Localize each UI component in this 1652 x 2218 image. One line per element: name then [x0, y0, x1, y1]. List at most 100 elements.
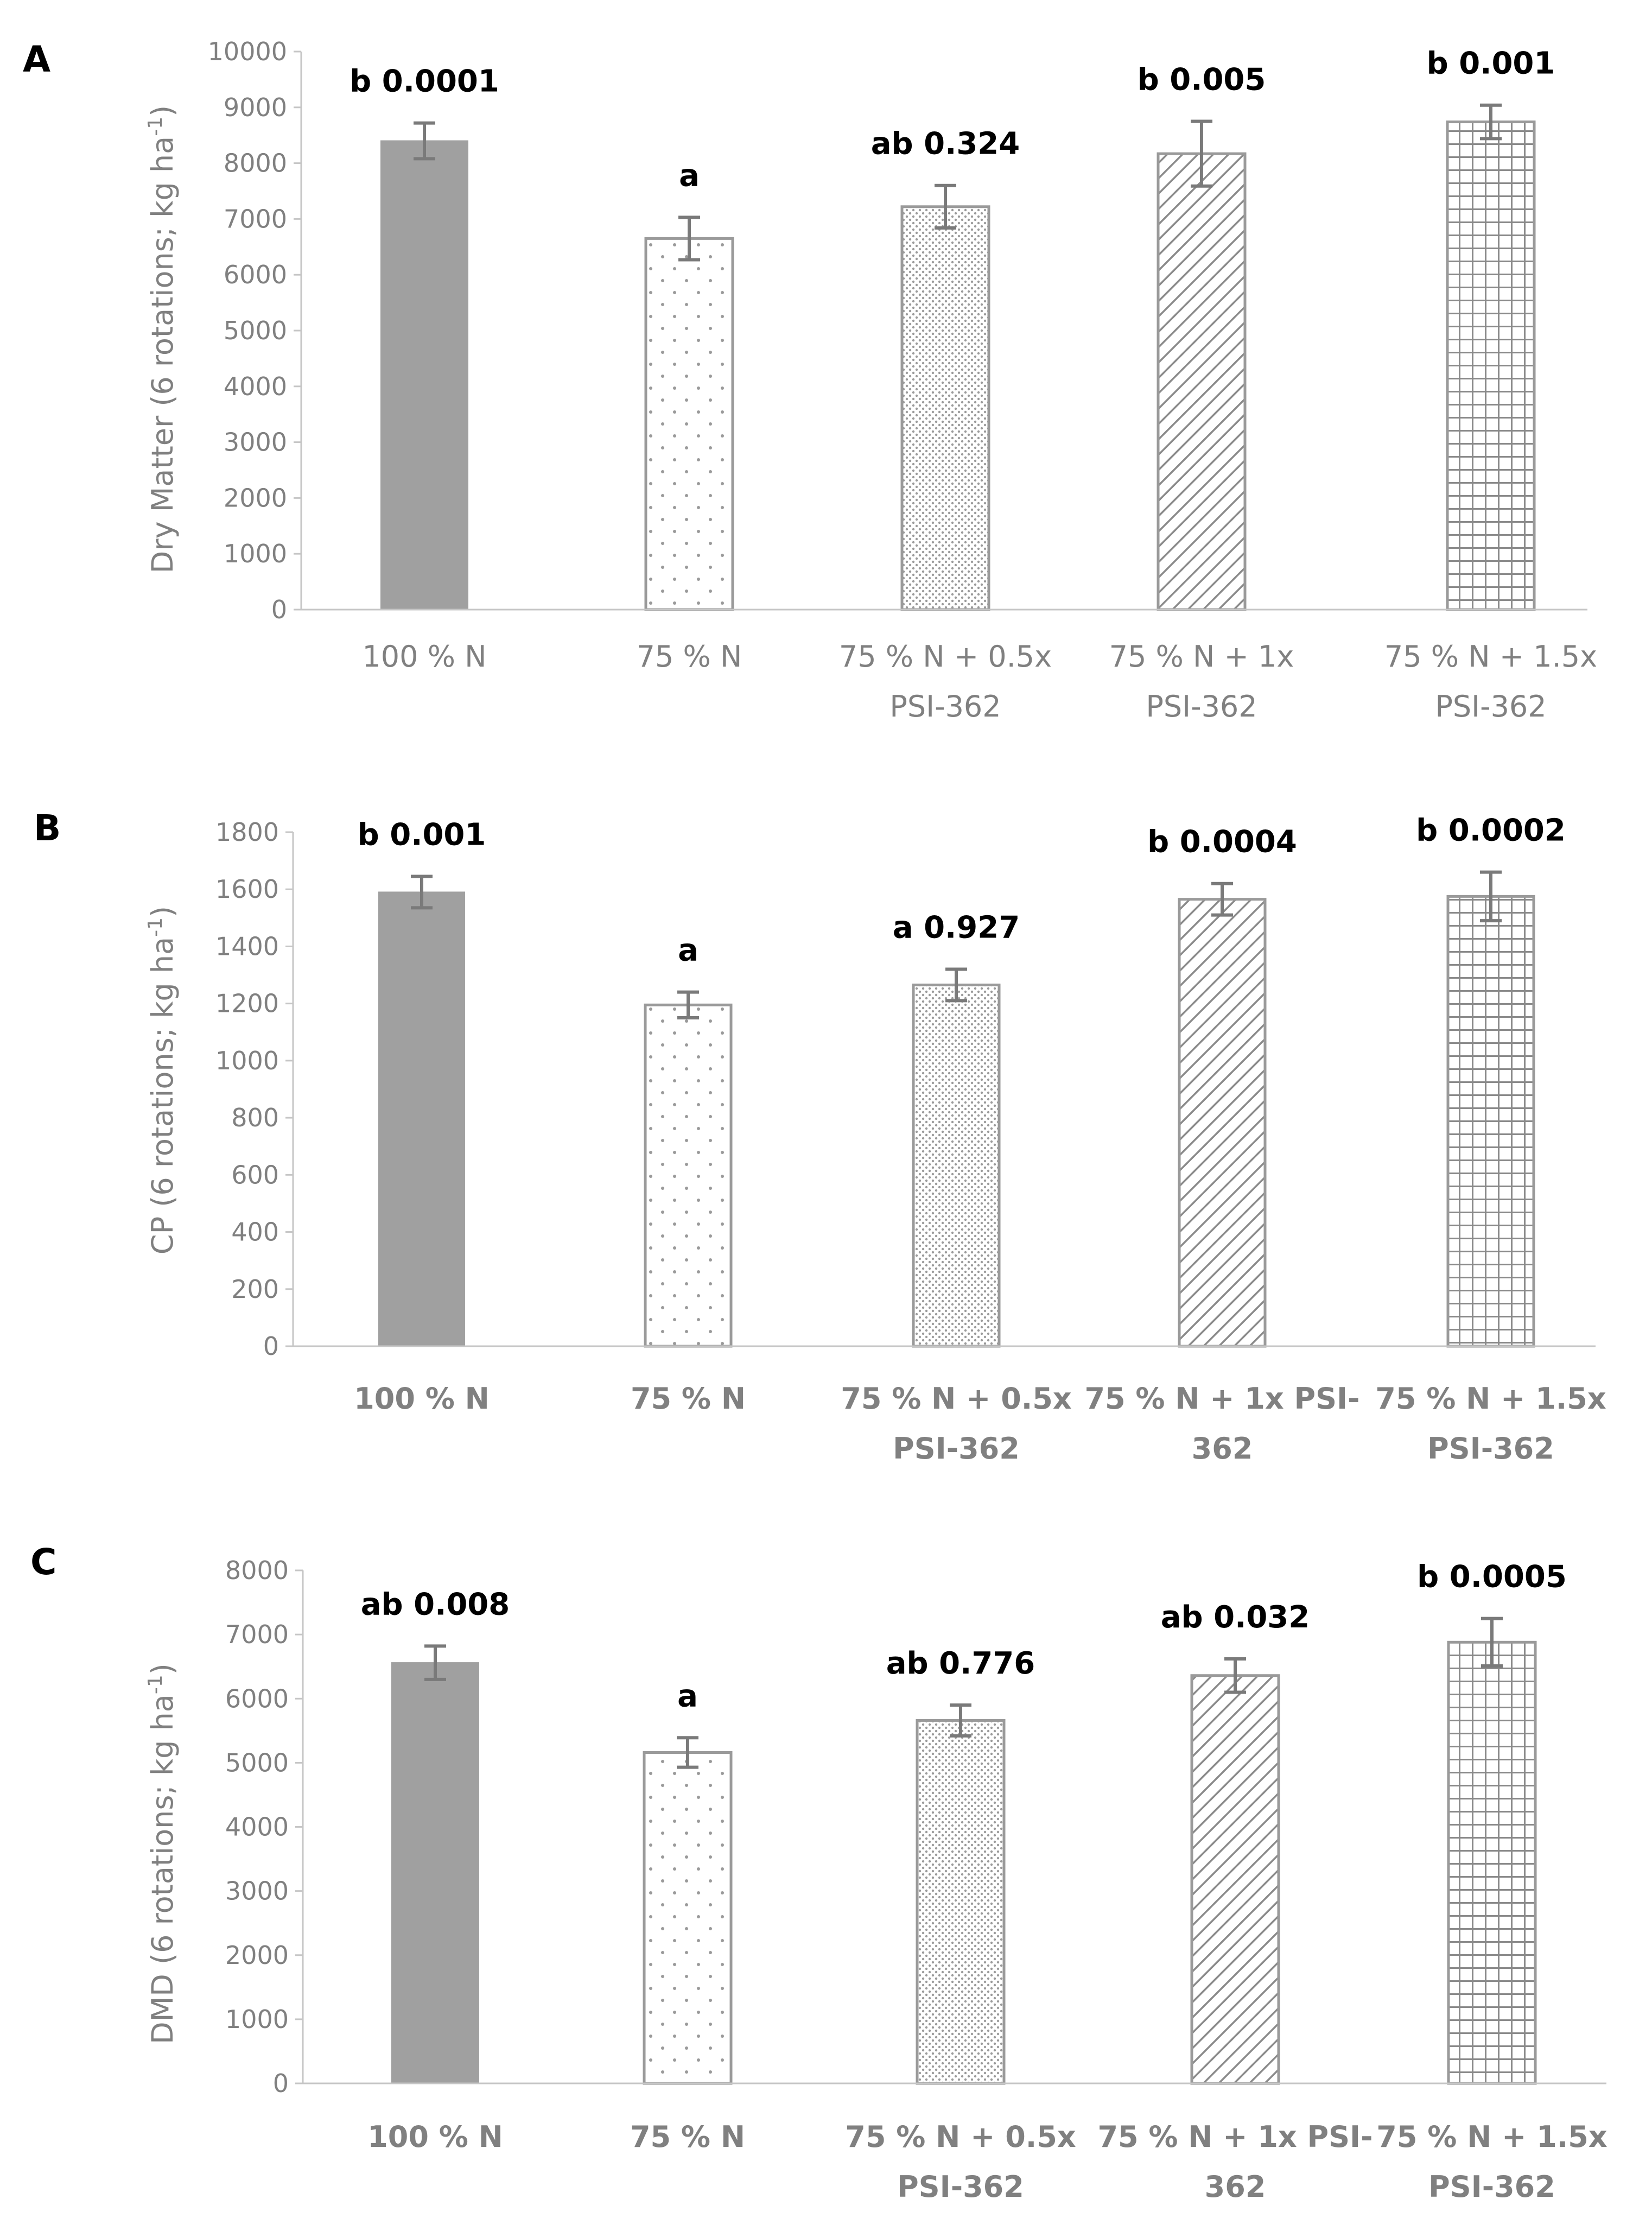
- panel-c-annotation-5: b 0.0005: [1417, 1560, 1567, 1595]
- panel-a-y-tick-label: 3000: [224, 428, 287, 457]
- panel-a-annotation-4: b 0.005: [1138, 62, 1266, 98]
- panel-a-x-tick-label-3: 75 % N + 0.5x PSI-362: [839, 639, 1052, 724]
- panel-b-x-tick-label-1: 100 % N: [354, 1382, 490, 1416]
- panel-a-error-bars: [414, 103, 1502, 262]
- panel-c-y-tick-label: 1000: [225, 2005, 289, 2034]
- panel-c-y-tick-label: 3000: [225, 1877, 289, 1906]
- panel-b-y-tick-label: 1600: [215, 874, 279, 904]
- panel-b-x-tick-label-2: 75 % N: [631, 1382, 746, 1416]
- panel-c-bar-4: [1190, 1674, 1280, 2085]
- panel-a-y-tick-label: 6000: [224, 260, 287, 289]
- panel-c-x-tick-label-2: 75 % N: [630, 2120, 745, 2154]
- panel-a-y-ticks: 0 1000 2000 3000 4000 5000 6000 7000 8000 9000 100…: [208, 37, 301, 624]
- panel-b-error-bar-5: [1480, 870, 1502, 923]
- panel-c-x-tick-label-1: 100 % N: [367, 2120, 503, 2154]
- panel-a-error-bar-1: [414, 121, 435, 161]
- panel-b-bar-2: [644, 1003, 733, 1348]
- panel-b-y-tick-label: 0: [263, 1332, 279, 1361]
- panel-c-annotation-1: ab 0.008: [361, 1587, 510, 1622]
- panel-a-annotation-5: b 0.001: [1427, 46, 1555, 81]
- panel-a-error-bar-4: [1191, 119, 1212, 188]
- panel-a-y-tick-label: 1000: [224, 539, 287, 568]
- panel-b-annotation-4: b 0.0004: [1147, 825, 1297, 860]
- panel-c-bar-5: [1447, 1640, 1537, 2085]
- panel-b-y-tick-label: 1200: [215, 989, 279, 1018]
- panel-c-error-bars: [424, 1617, 1503, 1769]
- panel-b-annotation-2: a: [678, 933, 698, 968]
- panel-a-y-axis-title: Dry Matter (6 rotations; kg ha-1): [144, 105, 180, 573]
- panel-b-bars: [378, 891, 1535, 1348]
- panel-a-bar-4: [1157, 152, 1247, 611]
- panel-c-x-tick-label-5: 75 % N + 1.5x PSI-362: [1376, 2120, 1607, 2204]
- panel-c-annotation-4: ab 0.032: [1161, 1600, 1310, 1635]
- panel-b-error-bar-3: [945, 967, 967, 1003]
- panel-a-error-bar-3: [935, 183, 956, 230]
- panel-a-y-tick-label: 8000: [224, 149, 287, 178]
- panel-c-error-bar-2: [677, 1736, 698, 1769]
- panel-b-annotations: b 0.001 a a 0.927 b 0.0004 b 0.0002: [358, 813, 1566, 968]
- panel-b-bar-1: [378, 891, 465, 1347]
- panel-a-x-tick-label-4: 75 % N + 1x PSI-362: [1109, 639, 1294, 724]
- panel-b-error-bar-2: [677, 990, 699, 1019]
- panel-c-error-bar-4: [1224, 1657, 1246, 1694]
- panel-a-error-bar-2: [678, 216, 700, 262]
- panel-c: C DMD (6 rotations; kg ha-1) 0 1000 2000 30…: [30, 1541, 1607, 2204]
- panel-c-y-ticks: 0 1000 2000 3000 4000 5000 6000 7000 8000: [225, 1556, 303, 2098]
- panel-a-bar-3: [900, 205, 990, 611]
- panel-a-label: A: [23, 39, 50, 80]
- panel-a-bar-1: [380, 140, 468, 611]
- panel-b-y-tick-label: 800: [231, 1103, 279, 1132]
- panel-b-x-tick-label-3: 75 % N + 0.5x PSI-362: [841, 1382, 1072, 1466]
- panel-c-annotations: ab 0.008 a ab 0.776 ab 0.032 b 0.0005: [361, 1560, 1567, 1714]
- panel-b-error-bar-1: [411, 874, 433, 910]
- panel-a-annotation-1: b 0.0001: [350, 64, 499, 99]
- panel-a-bars: [380, 121, 1536, 611]
- panel-b-error-bars: [411, 870, 1502, 1019]
- panel-b-y-tick-label: 400: [231, 1218, 279, 1247]
- panel-a-bar-2: [644, 237, 734, 611]
- panel-c-annotation-2: a: [677, 1678, 698, 1714]
- panel-a: A Dry Matter (6 rotations; kg ha-1) 0 100…: [23, 37, 1597, 724]
- panel-c-bar-1: [391, 1662, 479, 2084]
- panel-a-x-tick-label-2: 75 % N: [637, 639, 742, 674]
- panel-b-y-tick-label: 1400: [215, 931, 279, 961]
- panel-c-x-tick-label-4: 75 % N + 1x PSI-362: [1097, 2120, 1373, 2204]
- panel-c-y-tick-label: 4000: [225, 1813, 289, 1842]
- panel-a-annotation-2: a: [679, 158, 700, 193]
- panel-a-y-tick-label: 5000: [224, 316, 287, 345]
- panel-c-label: C: [30, 1541, 56, 1583]
- panel-a-y-tick-label: 9000: [224, 93, 287, 122]
- panel-a-y-tick-label: 0: [271, 595, 287, 624]
- panel-b-y-tick-label: 200: [231, 1275, 279, 1304]
- panel-b-y-axis-title: CP (6 rotations; kg ha-1): [144, 906, 180, 1254]
- panel-b-annotation-3: a 0.927: [893, 910, 1020, 946]
- panel-b-y-tick-label: 1800: [215, 818, 279, 847]
- panel-c-y-tick-label: 0: [273, 2069, 289, 2098]
- panel-a-x-ticks: 100 % N 75 % N 75 % N + 0.5x PSI-362 75 % N …: [362, 639, 1597, 724]
- panel-a-annotation-3: ab 0.324: [871, 126, 1020, 162]
- panel-b: B CP (6 rotations; kg ha-1) 0 200 400 600 80…: [34, 807, 1606, 1466]
- panel-c-y-tick-label: 7000: [225, 1620, 289, 1649]
- panel-c-y-tick-label: 6000: [225, 1684, 289, 1713]
- panel-a-y-tick-label: 2000: [224, 483, 287, 512]
- panel-a-x-tick-label-5: 75 % N + 1.5x PSI-362: [1384, 639, 1597, 724]
- panel-b-bar-4: [1178, 898, 1267, 1348]
- panel-a-bar-5: [1446, 121, 1536, 611]
- panel-a-x-tick-label-1: 100 % N: [362, 639, 486, 674]
- panel-c-y-tick-label: 5000: [225, 1748, 289, 1777]
- panel-b-bar-3: [912, 983, 1001, 1348]
- panel-b-x-tick-label-5: 75 % N + 1.5x PSI-362: [1375, 1382, 1606, 1466]
- panel-b-bar-5: [1446, 895, 1535, 1348]
- panel-b-annotation-5: b 0.0002: [1416, 813, 1566, 848]
- panel-b-error-bar-4: [1211, 882, 1233, 917]
- panel-b-annotation-1: b 0.001: [358, 818, 486, 853]
- panel-b-y-tick-label: 1000: [215, 1046, 279, 1075]
- panel-c-error-bar-3: [950, 1703, 971, 1738]
- panel-b-x-tick-label-4: 75 % N + 1x PSI-362: [1084, 1382, 1359, 1466]
- panel-a-error-bar-5: [1480, 103, 1502, 141]
- panel-c-error-bar-5: [1481, 1617, 1503, 1668]
- panel-b-y-ticks: 0 200 400 600 800 1000 1200 1400 1600 1800: [215, 818, 293, 1361]
